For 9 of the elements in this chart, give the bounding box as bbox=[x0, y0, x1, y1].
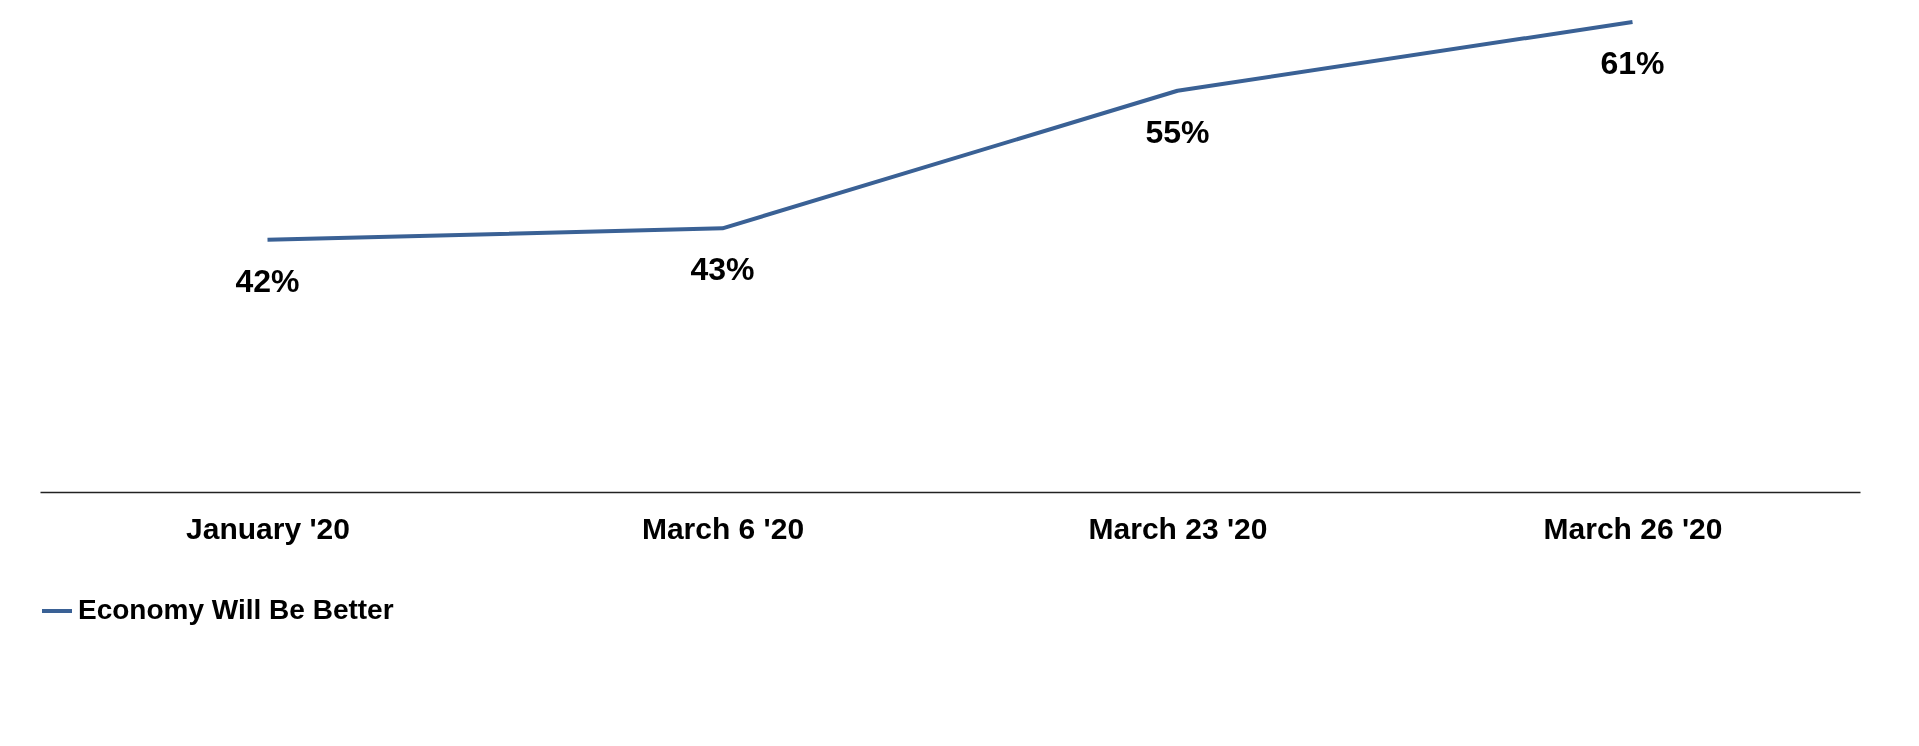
data-label: 55% bbox=[1145, 113, 1210, 150]
x-tick-label: March 26 '20 bbox=[1543, 511, 1723, 545]
x-tick-label: March 6 '20 bbox=[641, 511, 805, 545]
x-tick-label: January '20 bbox=[186, 511, 350, 545]
data-label: 43% bbox=[690, 251, 755, 288]
data-label: 61% bbox=[1600, 45, 1665, 81]
x-tick-label: March 23 '20 bbox=[1088, 511, 1268, 545]
data-label: 42% bbox=[235, 262, 300, 299]
legend-label: Economy Will Be Better bbox=[78, 594, 394, 625]
